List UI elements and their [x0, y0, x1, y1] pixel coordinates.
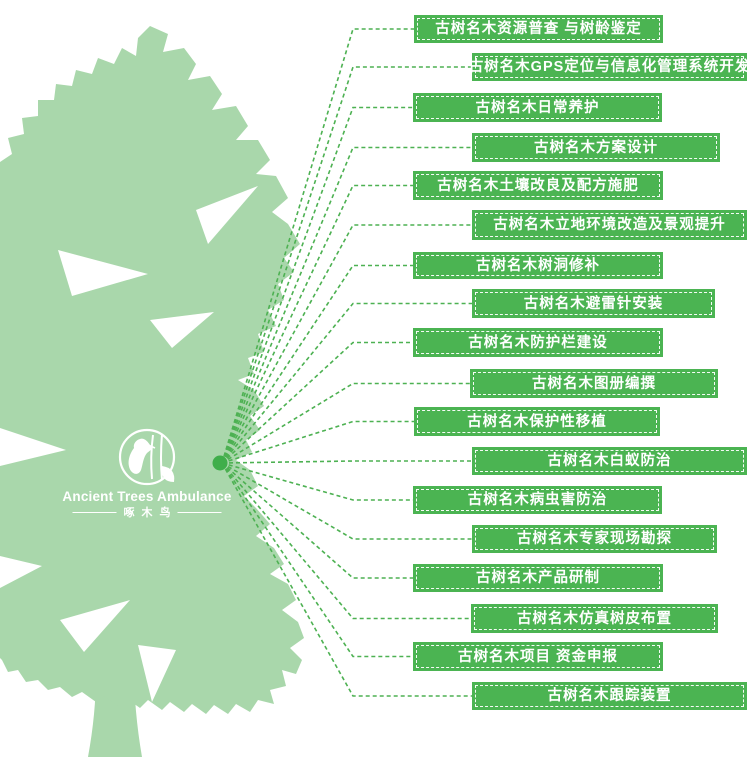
service-banner-label: 古树名木树洞修补 — [476, 257, 600, 274]
service-banner-label: 古树名木立地环境改造及景观提升 — [493, 217, 726, 234]
service-banner-3: 古树名木日常养护 — [413, 93, 662, 122]
service-banner-13: 古树名木病虫害防治 — [413, 486, 662, 514]
subtitle-rule-right — [177, 511, 222, 513]
tree-crown — [0, 26, 304, 714]
service-banner-16: 古树名木仿真树皮布置 — [471, 604, 718, 633]
service-banner-17: 古树名木项目 资金申报 — [413, 642, 663, 671]
logo-subtitle: 啄木鸟 — [72, 504, 222, 520]
service-banner-8: 古树名木避雷针安装 — [472, 289, 715, 318]
service-banner-label: 古树名木项目 资金申报 — [457, 648, 619, 665]
service-banner-2: 古树名木GPS定位与信息化管理系统开发 — [468, 53, 749, 81]
service-banner-label: 古树名木产品研制 — [476, 570, 600, 587]
ancient-trees-logo — [118, 428, 176, 486]
connector-line — [221, 341, 413, 464]
subtitle-rule-left — [72, 511, 117, 513]
service-banner-label: 古树名木保护性移植 — [467, 413, 607, 430]
service-banner-12: 古树名木白蚁防治 — [472, 447, 747, 475]
connector-lines — [221, 28, 472, 697]
connector-line — [221, 462, 413, 579]
connector-line — [221, 302, 472, 464]
hub-dot — [212, 455, 228, 471]
connector-line — [221, 184, 413, 464]
connector-line — [221, 460, 472, 464]
service-banner-15: 古树名木产品研制 — [413, 564, 663, 592]
service-banner-label: 古树名木病虫害防治 — [467, 492, 608, 509]
service-banner-label: 古树名木避雷针安装 — [523, 295, 664, 312]
logo-title: Ancient Trees Ambulance — [62, 489, 232, 504]
connector-line — [221, 462, 413, 658]
logo-circle — [118, 428, 176, 486]
connector-line — [221, 462, 472, 540]
service-banner-10: 古树名木图册编撰 — [470, 369, 718, 398]
service-banner-5: 古树名木土壤改良及配方施肥 — [413, 171, 663, 200]
service-banner-label: 古树名木图册编撰 — [532, 375, 656, 392]
connector-line — [221, 462, 471, 620]
service-banner-label: 古树名木防护栏建设 — [468, 334, 608, 351]
service-banner-9: 古树名木防护栏建设 — [413, 328, 663, 357]
connector-line — [221, 146, 472, 464]
tree-branch-gaps — [0, 186, 258, 702]
connector-line — [221, 264, 413, 464]
service-banner-1: 古树名木资源普查 与树龄鉴定 — [414, 15, 663, 43]
service-banner-label: 古树名木方案设计 — [534, 139, 658, 156]
tree-silhouette — [0, 26, 304, 757]
connector-line — [221, 382, 470, 464]
service-banner-11: 古树名木保护性移植 — [414, 407, 660, 436]
service-banner-4: 古树名木方案设计 — [472, 133, 720, 162]
service-banner-label: 古树名木GPS定位与信息化管理系统开发 — [468, 59, 749, 76]
service-banner-label: 古树名木专家现场勘探 — [517, 531, 672, 548]
service-banner-label: 古树名木白蚁防治 — [547, 453, 672, 470]
service-banner-label: 古树名木跟踪装置 — [547, 688, 672, 705]
connector-line — [221, 224, 472, 464]
logo-subtitle-text: 啄木鸟 — [123, 507, 178, 519]
service-banner-7: 古树名木树洞修补 — [413, 252, 663, 279]
connector-line — [221, 462, 413, 501]
connector-line — [221, 420, 414, 464]
service-banner-label: 古树名木土壤改良及配方施肥 — [437, 177, 639, 194]
service-banner-18: 古树名木跟踪装置 — [472, 682, 747, 710]
service-banner-label: 古树名木资源普查 与树龄鉴定 — [435, 21, 642, 38]
connector-line — [221, 106, 413, 464]
woodpecker-icon — [128, 433, 175, 482]
service-banner-label: 古树名木日常养护 — [475, 99, 600, 116]
service-banner-label: 古树名木仿真树皮布置 — [517, 610, 672, 627]
connector-line — [221, 462, 472, 697]
service-banner-6: 古树名木立地环境改造及景观提升 — [472, 210, 747, 240]
service-banner-14: 古树名木专家现场勘探 — [472, 525, 717, 553]
